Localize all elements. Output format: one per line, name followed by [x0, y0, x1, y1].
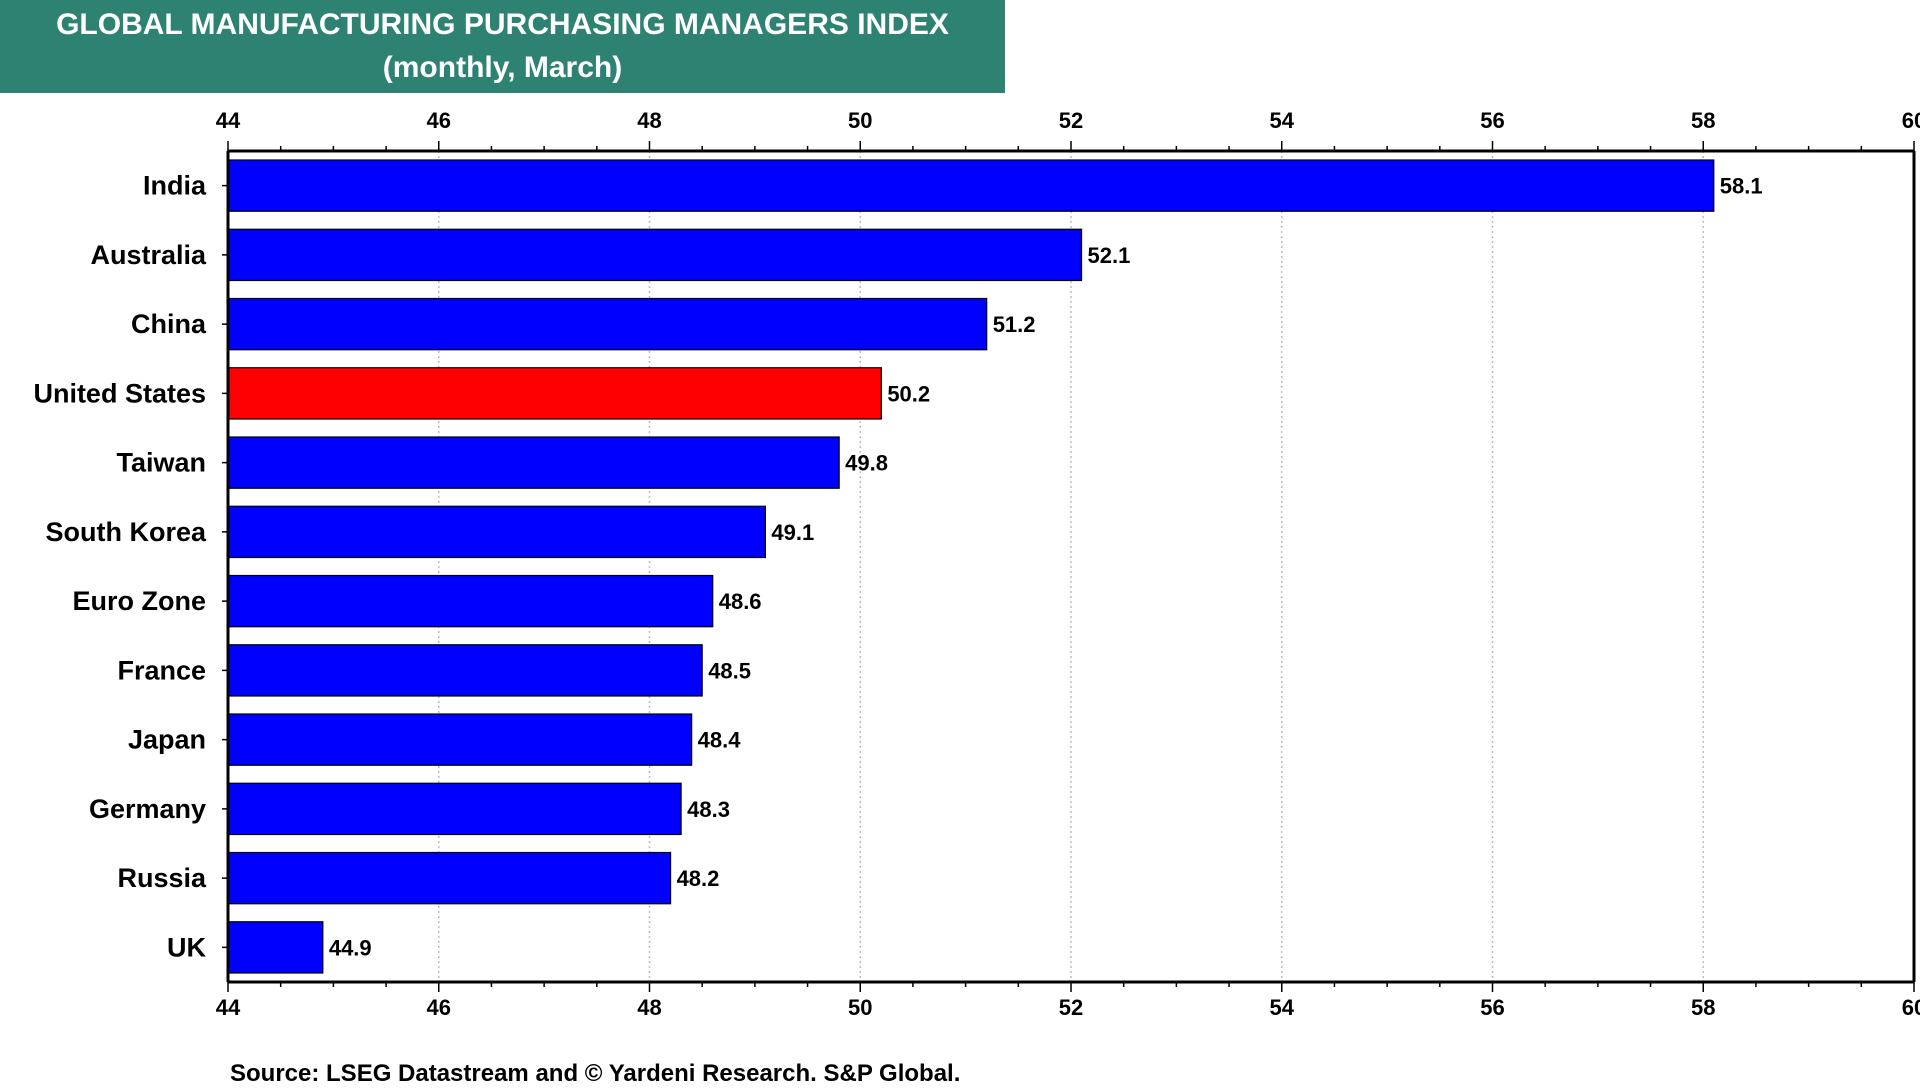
x-tick-label-bottom: 44 — [216, 995, 241, 1020]
bar — [227, 159, 1715, 212]
x-tick-label-top: 60 — [1902, 108, 1920, 133]
value-label: 49.1 — [771, 520, 814, 545]
x-tick-label-bottom: 50 — [848, 995, 872, 1020]
x-tick-label-top: 50 — [848, 108, 872, 133]
x-tick-label-bottom: 52 — [1059, 995, 1083, 1020]
category-label: Euro Zone — [73, 586, 207, 616]
bar — [227, 713, 693, 766]
category-label: Japan — [128, 725, 206, 755]
category-label: Russia — [117, 863, 207, 893]
category-label: United States — [33, 378, 206, 408]
chart-title: GLOBAL MANUFACTURING PURCHASING MANAGERS… — [56, 8, 949, 41]
bar — [227, 851, 672, 905]
bar — [227, 782, 682, 836]
chart-subtitle: (monthly, March) — [382, 51, 623, 84]
bar — [227, 436, 840, 489]
value-label: 52.1 — [1088, 243, 1131, 268]
bar — [227, 367, 882, 420]
value-label: 49.8 — [845, 451, 888, 476]
x-tick-label-bottom: 46 — [427, 995, 451, 1020]
x-tick-label-top: 52 — [1059, 108, 1083, 133]
x-tick-label-bottom: 56 — [1480, 995, 1504, 1020]
value-label: 58.1 — [1720, 174, 1763, 199]
x-tick-label-top: 56 — [1480, 108, 1504, 133]
value-label: 48.4 — [698, 728, 742, 753]
bar — [227, 921, 324, 974]
category-label: Germany — [89, 794, 206, 824]
x-tick-label-bottom: 54 — [1270, 995, 1295, 1020]
x-tick-label-top: 44 — [216, 108, 241, 133]
x-tick-label-top: 48 — [637, 108, 661, 133]
x-tick-label-top: 46 — [427, 108, 451, 133]
category-label: France — [117, 655, 206, 685]
value-label: 48.5 — [708, 658, 751, 683]
category-label: China — [131, 309, 207, 339]
value-label: 51.2 — [993, 312, 1036, 337]
value-label: 44.9 — [329, 935, 372, 960]
value-label: 48.2 — [677, 866, 720, 891]
category-label: South Korea — [45, 517, 206, 547]
category-label: Australia — [90, 240, 207, 270]
category-label: Taiwan — [116, 448, 206, 478]
value-label: 48.3 — [687, 797, 730, 822]
bar — [227, 505, 767, 559]
category-label: UK — [167, 932, 206, 962]
category-label: India — [143, 171, 207, 201]
bar — [227, 574, 714, 628]
value-label: 50.2 — [887, 381, 930, 406]
chart-title-banner: GLOBAL MANUFACTURING PURCHASING MANAGERS… — [0, 0, 1005, 93]
value-label: 48.6 — [719, 589, 762, 614]
x-tick-label-bottom: 58 — [1691, 995, 1715, 1020]
source-note: Source: LSEG Datastream and © Yardeni Re… — [230, 1060, 961, 1087]
x-tick-label-top: 58 — [1691, 108, 1715, 133]
x-tick-label-bottom: 48 — [637, 995, 661, 1020]
bar — [227, 644, 703, 697]
x-tick-label-top: 54 — [1270, 108, 1295, 133]
bar — [227, 297, 988, 351]
bar — [227, 228, 1083, 282]
x-tick-label-bottom: 60 — [1902, 995, 1920, 1020]
